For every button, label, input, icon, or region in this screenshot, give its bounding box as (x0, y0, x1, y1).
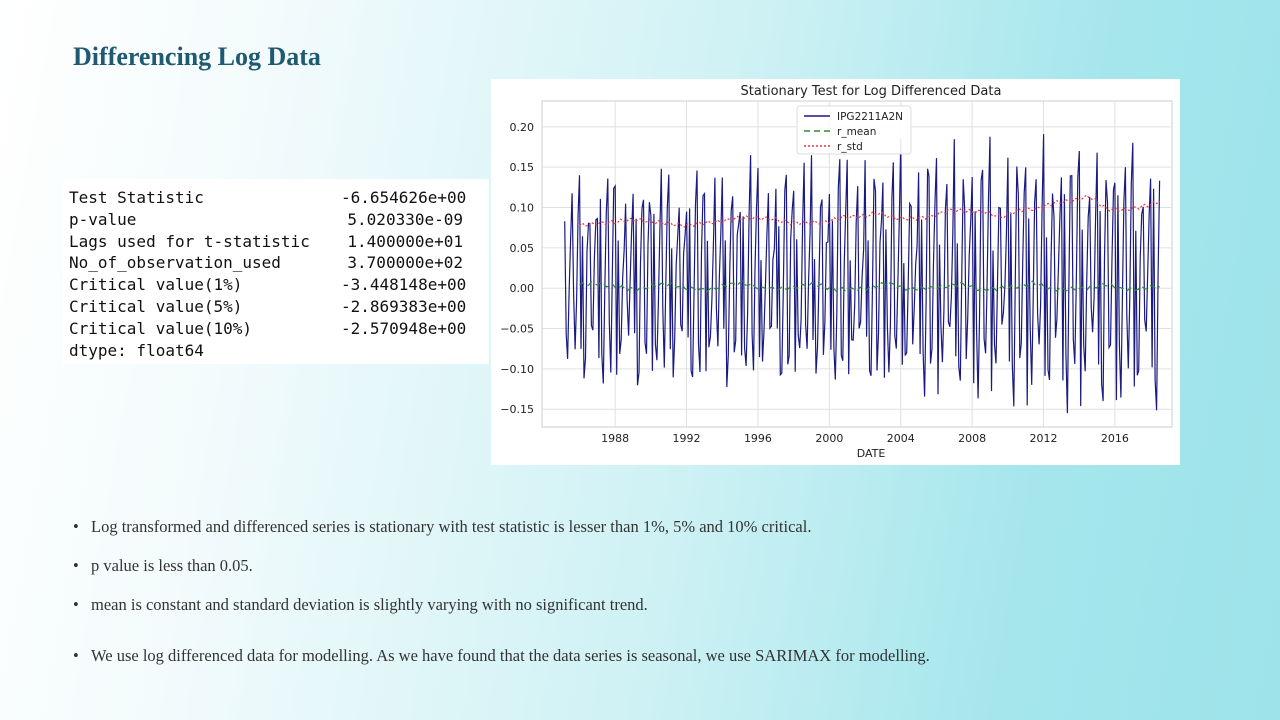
adf-result-row: Critical value(5%) -2.869383e+00 (69, 296, 489, 318)
legend-label: r_std (837, 141, 863, 153)
adf-result-value: 3.700000e+02 (347, 253, 463, 273)
y-tick-label: 0.00 (510, 282, 535, 295)
adf-result-row: Critical value(10%) -2.570948e+00 (69, 318, 489, 340)
adf-result-label: p-value (69, 209, 137, 229)
x-tick-label: 1996 (744, 432, 772, 445)
adf-result-value: 5.020330e-09 (347, 209, 463, 229)
slide-title: Differencing Log Data (73, 42, 321, 71)
adf-result-label: Test Statistic (69, 188, 204, 207)
bullet-item: p value is less than 0.05. (73, 556, 1193, 576)
adf-dtype: dtype: float64 (69, 340, 204, 360)
chart-svg: 1988 1992 1996 2000 2004 2008 2012 2016 −0.15 −0.… (500, 84, 1173, 460)
series-line-r-mean (579, 280, 1160, 293)
adf-results-panel: Test Statistic -6.654626e+00 p-value 5.0203… (63, 179, 489, 364)
adf-results-table: Test Statistic -6.654626e+00 p-value 5.0203… (69, 187, 489, 340)
adf-result-label: Critical value(10%) (69, 318, 253, 338)
y-tick-label: −0.10 (500, 363, 534, 376)
adf-result-row: Test Statistic -6.654626e+00 (69, 187, 489, 209)
adf-result-value: -3.448148e+00 (341, 275, 467, 295)
legend-label: r_mean (837, 126, 876, 138)
y-tick-label: 0.15 (510, 161, 535, 174)
x-tick-label: 2008 (958, 432, 986, 445)
bullet-item: mean is constant and standard deviation … (73, 595, 1193, 615)
y-tick-label: 0.20 (510, 121, 535, 134)
x-tick-label: 2000 (815, 432, 843, 445)
x-tick-label: 1992 (673, 432, 701, 445)
bullet-list: Log transformed and differenced series i… (73, 510, 1193, 666)
adf-result-value: -2.570948e+00 (341, 318, 467, 338)
adf-result-row: No_of_observation_used 3.700000e+02 (69, 252, 489, 274)
x-axis-label: DATE (857, 447, 886, 460)
x-tick-label: 2016 (1101, 432, 1129, 445)
adf-result-label: Critical value(5%) (69, 296, 243, 316)
y-tick-label: 0.05 (510, 242, 535, 255)
adf-result-row: Critical value(1%) -3.448148e+00 (69, 274, 489, 296)
adf-result-value: -6.654626e+00 (341, 188, 467, 207)
bullet-item: Log transformed and differenced series i… (73, 517, 1193, 537)
adf-result-label: Lags used for t-statistic (69, 231, 310, 251)
x-tick-label: 2012 (1030, 432, 1058, 445)
chart-title: Stationary Test for Log Differenced Data (741, 84, 1002, 99)
y-tick-label: −0.15 (500, 403, 534, 416)
adf-result-row: Lags used for t-statistic 1.400000e+01 (69, 231, 489, 253)
adf-result-label: Critical value(1%) (69, 275, 243, 295)
adf-result-row: p-value 5.020330e-09 (69, 209, 489, 231)
legend-label: IPG2211A2N (837, 111, 903, 123)
plot-area (541, 100, 1173, 428)
x-tick-label: 2004 (887, 432, 915, 445)
y-tick-label: 0.10 (510, 202, 535, 215)
y-tick-label: −0.05 (500, 323, 534, 336)
x-tick-label: 1988 (601, 432, 629, 445)
bullet-item: We use log differenced data for modellin… (73, 646, 1193, 666)
stationary-test-chart: 1988 1992 1996 2000 2004 2008 2012 2016 −0.15 −0.… (491, 79, 1180, 465)
adf-result-value: -2.869383e+00 (341, 296, 467, 316)
legend-box (796, 105, 912, 155)
adf-result-value: 1.400000e+01 (347, 231, 463, 251)
adf-result-label: No_of_observation_used (69, 253, 281, 273)
series-line-r-std (579, 194, 1160, 228)
